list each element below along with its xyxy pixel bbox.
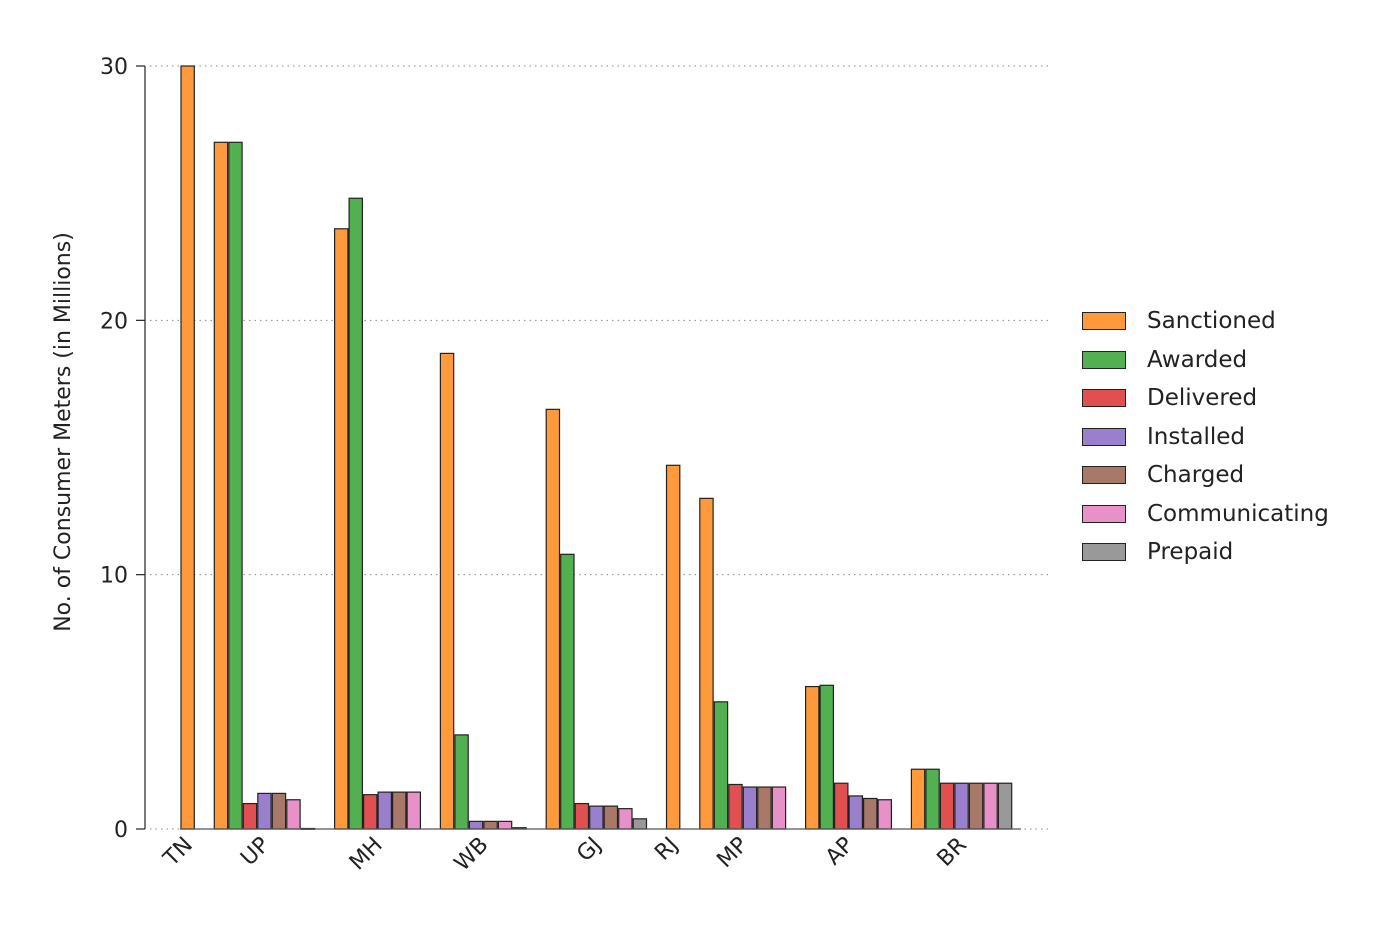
bar-wb-sanctioned bbox=[439, 352, 455, 830]
y-tick-label: 0 bbox=[114, 818, 128, 843]
bar-mh-installed bbox=[377, 791, 393, 830]
legend-label: Charged bbox=[1147, 462, 1245, 489]
y-tick-label: 10 bbox=[100, 564, 128, 589]
bar-gj-awarded bbox=[560, 553, 575, 830]
legend-swatch bbox=[1082, 427, 1126, 446]
x-tick-label-wb: WB bbox=[450, 833, 494, 877]
bar-rj-sanctioned bbox=[665, 464, 681, 830]
legend: Sanctioned Awarded Delivered Installed Charg… bbox=[1082, 302, 1329, 572]
bar-ap-sanctioned bbox=[804, 685, 820, 830]
legend-item-prepaid: Prepaid bbox=[1082, 533, 1329, 572]
gridlines bbox=[150, 65, 1052, 830]
bars bbox=[180, 65, 1013, 830]
bar-up-sanctioned bbox=[213, 141, 229, 830]
bar-br-installed bbox=[954, 782, 969, 830]
bar-br-communicating bbox=[983, 782, 998, 830]
bar-ap-charged bbox=[862, 797, 878, 830]
bar-mh-communicating bbox=[406, 791, 422, 830]
bar-mp-awarded bbox=[713, 701, 729, 830]
legend-item-sanctioned: Sanctioned bbox=[1082, 302, 1329, 341]
legend-label: Communicating bbox=[1147, 500, 1329, 527]
bar-mp-installed bbox=[742, 786, 758, 830]
bar-up-awarded bbox=[228, 141, 243, 830]
bar-gj-charged bbox=[603, 805, 619, 830]
bar-ap-installed bbox=[848, 795, 863, 830]
bar-up-installed bbox=[257, 792, 272, 830]
bar-br-charged bbox=[968, 782, 984, 830]
legend-swatch bbox=[1082, 312, 1126, 331]
y-ticks: 0 10 20 30 bbox=[100, 55, 145, 843]
legend-label: Installed bbox=[1147, 423, 1245, 450]
x-tick-label-mh: MH bbox=[345, 833, 388, 876]
bar-mh-delivered bbox=[363, 794, 378, 830]
x-tick-label-br: BR bbox=[933, 833, 972, 872]
y-axis-label: No. of Consumer Meters (in Millions) bbox=[51, 232, 76, 632]
legend-swatch bbox=[1082, 466, 1126, 485]
legend-swatch bbox=[1082, 350, 1126, 369]
x-tick-label-gj: GJ bbox=[572, 833, 606, 867]
bar-gj-communicating bbox=[618, 808, 633, 830]
bar-wb-awarded bbox=[454, 734, 469, 830]
legend-label: Awarded bbox=[1147, 346, 1248, 373]
bar-br-awarded bbox=[925, 768, 940, 830]
legend-item-delivered: Delivered bbox=[1082, 379, 1329, 418]
bar-up-charged bbox=[271, 792, 287, 830]
legend-swatch bbox=[1082, 543, 1126, 562]
legend-swatch bbox=[1082, 504, 1126, 523]
legend-swatch bbox=[1082, 389, 1126, 408]
legend-label: Prepaid bbox=[1147, 539, 1234, 566]
bar-mh-charged bbox=[392, 791, 407, 830]
legend-item-charged: Charged bbox=[1082, 456, 1329, 495]
bar-gj-delivered bbox=[574, 802, 590, 830]
bar-br-sanctioned bbox=[910, 768, 926, 830]
legend-label: Delivered bbox=[1147, 385, 1258, 412]
bar-wb-communicating bbox=[497, 820, 513, 830]
bar-gj-prepaid bbox=[632, 818, 648, 830]
bar-mh-sanctioned bbox=[334, 228, 349, 830]
x-tick-label-up: UP bbox=[236, 833, 274, 871]
bar-br-prepaid bbox=[997, 782, 1013, 830]
bar-ap-delivered bbox=[833, 782, 849, 830]
legend-label: Sanctioned bbox=[1147, 308, 1276, 335]
legend-item-communicating: Communicating bbox=[1082, 495, 1329, 534]
legend-item-awarded: Awarded bbox=[1082, 341, 1329, 380]
bar-tn-sanctioned bbox=[180, 65, 195, 830]
bar-mp-charged bbox=[757, 786, 772, 830]
x-ticks: TN UP MH WB GJ RJ MP AP BR bbox=[158, 833, 971, 877]
bar-gj-sanctioned bbox=[545, 408, 561, 830]
x-tick-label-mp: MP bbox=[712, 833, 752, 873]
bar-wb-charged bbox=[483, 820, 498, 830]
bar-up-communicating bbox=[286, 799, 301, 830]
legend-item-installed: Installed bbox=[1082, 418, 1329, 457]
bar-mp-delivered bbox=[728, 783, 743, 830]
bar-gj-installed bbox=[589, 805, 604, 830]
x-tick-label-tn: TN bbox=[158, 833, 198, 873]
bar-mp-sanctioned bbox=[699, 497, 714, 830]
bar-wb-installed bbox=[468, 820, 484, 830]
bar-br-delivered bbox=[939, 782, 955, 830]
x-tick-label-rj: RJ bbox=[650, 833, 683, 866]
y-tick-label: 30 bbox=[100, 55, 128, 80]
x-tick-label-ap: AP bbox=[821, 833, 859, 871]
bar-mh-awarded bbox=[348, 197, 364, 830]
y-tick-label: 20 bbox=[100, 309, 128, 334]
bar-mp-communicating bbox=[771, 786, 787, 830]
bar-up-delivered bbox=[242, 802, 258, 830]
bar-ap-awarded bbox=[819, 684, 834, 830]
bar-ap-communicating bbox=[877, 799, 892, 830]
